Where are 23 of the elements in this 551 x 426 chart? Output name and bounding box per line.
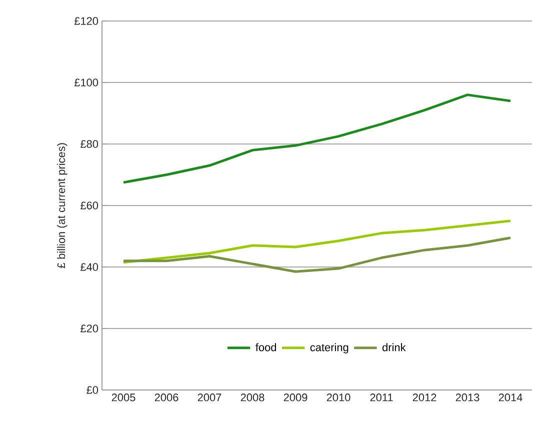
y-tick-label: £20 (80, 324, 98, 332)
x-tick-label: 2013 (456, 394, 480, 402)
x-tick-label: 2014 (498, 394, 522, 402)
x-tick-label: 2010 (326, 394, 350, 402)
legend-label: food (256, 343, 276, 352)
legend-label: catering (310, 343, 348, 354)
y-axis-title: £ billion (at current prices) (57, 143, 68, 268)
line-series (122, 236, 512, 273)
x-tick-label: 2009 (284, 394, 308, 402)
x-tick-label: 2008 (240, 394, 264, 402)
y-tick-label: £80 (80, 140, 98, 148)
x-tick-label: 2012 (412, 394, 436, 402)
x-tick-label: 2011 (370, 394, 393, 402)
legend-label: drink (382, 343, 406, 352)
y-tick-label: £120 (74, 17, 98, 25)
y-tick-label: £60 (80, 202, 98, 210)
line-series (122, 94, 512, 184)
x-tick-label: 2006 (154, 394, 178, 402)
y-tick-label: £100 (74, 78, 98, 86)
x-tick-label: 2005 (112, 394, 136, 402)
y-tick-label: £0 (86, 386, 98, 394)
y-tick-label: £40 (80, 263, 98, 271)
x-tick-label: 2007 (198, 394, 222, 402)
